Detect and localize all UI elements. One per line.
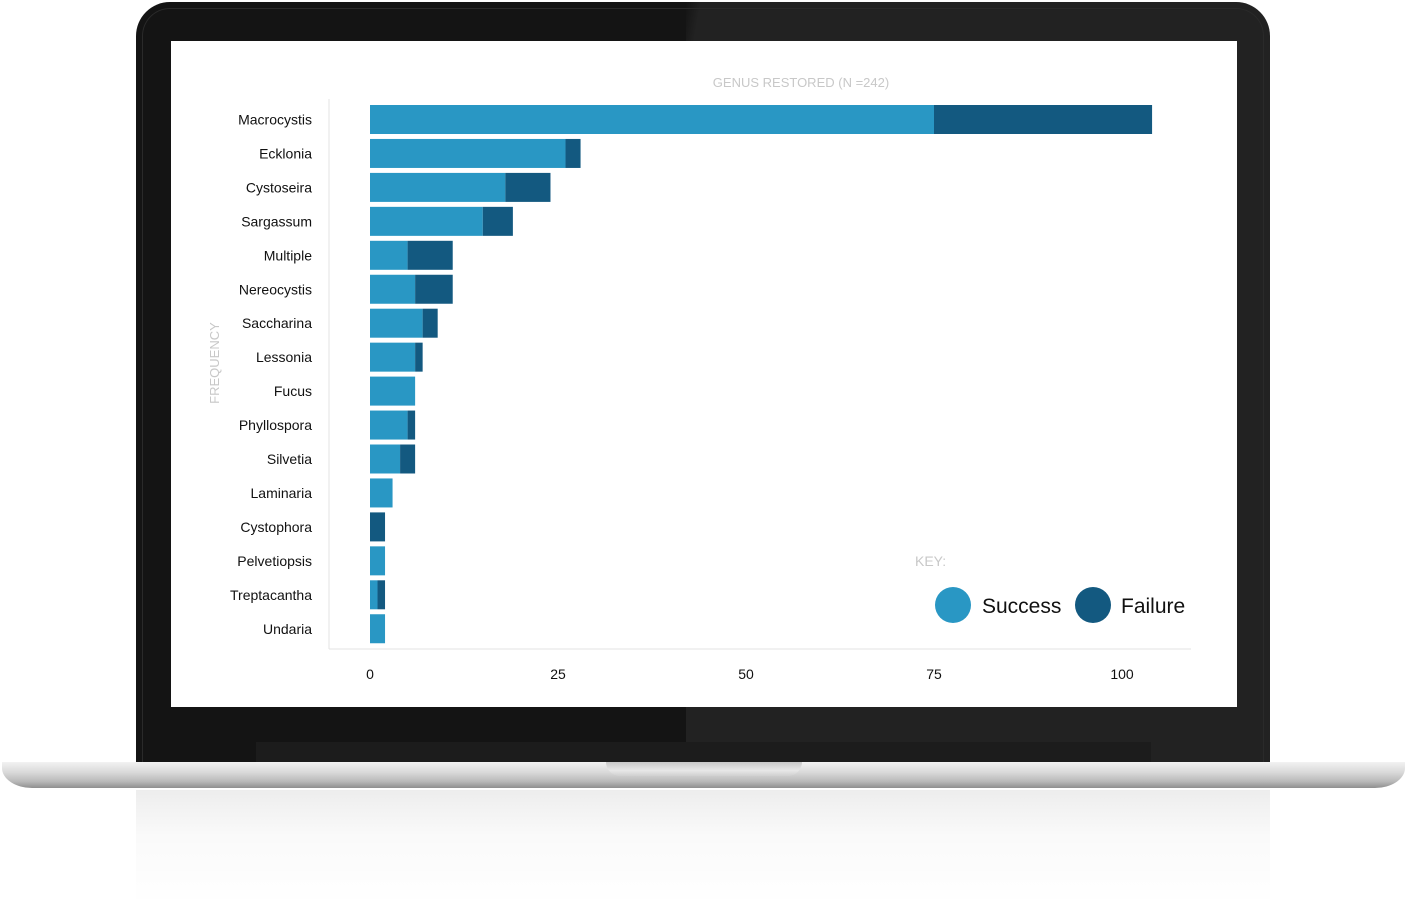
bar-multiple-success (370, 240, 408, 270)
bar-pelvetiopsis-success (370, 546, 386, 576)
bezel-inner-edge (142, 8, 1264, 762)
x-tick-label-25: 25 (550, 666, 566, 682)
bar-saccharina-success (370, 308, 423, 338)
category-label-silvetia: Silvetia (267, 451, 312, 467)
bar-ecklonia-success (370, 138, 566, 168)
x-tick-label-50: 50 (738, 666, 754, 682)
category-label-phyllospora: Phyllospora (239, 417, 312, 433)
bars (370, 105, 1153, 644)
bar-phyllospora-success (370, 410, 408, 440)
category-label-undaria: Undaria (263, 621, 312, 637)
category-label-saccharina: Saccharina (242, 315, 312, 331)
bar-sargassum-success (370, 206, 483, 236)
category-label-ecklonia: Ecklonia (259, 145, 312, 161)
bar-saccharina-failure (422, 308, 438, 338)
x-tick-label-0: 0 (366, 666, 374, 682)
x-tick-label-75: 75 (926, 666, 942, 682)
category-label-laminaria: Laminaria (251, 485, 313, 501)
bar-lessonia-failure (415, 342, 423, 372)
y-axis-label: FREQUENCY (207, 322, 222, 404)
laptop-base-notch (606, 762, 802, 776)
legend-swatch-failure (1075, 587, 1111, 623)
bar-undaria-success (370, 614, 386, 644)
category-label-macrocystis: Macrocystis (238, 112, 312, 128)
bar-macrocystis-success (370, 105, 934, 134)
x-tick-labels: 0 25 50 75 100 (366, 666, 1134, 682)
bar-nereocystis-failure (415, 274, 453, 304)
category-label-nereocystis: Nereocystis (239, 281, 312, 297)
laptop-hinge (256, 742, 1151, 762)
legend-title: KEY: (915, 553, 946, 569)
bar-laminaria-success (370, 478, 393, 508)
bar-cystoseira-success (370, 172, 506, 202)
legend-swatch-success (935, 587, 971, 623)
bar-silvetia-success (370, 444, 401, 474)
category-label-pelvetiopsis: Pelvetiopsis (237, 553, 312, 569)
bar-treptacantha-failure (377, 580, 386, 610)
bar-fucus-success (370, 376, 416, 406)
bar-macrocystis-failure (934, 105, 1153, 134)
laptop-reflection (136, 790, 1270, 906)
category-label-cystoseira: Cystoseira (246, 179, 312, 195)
bar-cystoseira-failure (505, 172, 551, 202)
category-label-multiple: Multiple (264, 247, 312, 263)
bar-nereocystis-success (370, 274, 416, 304)
chart-title: GENUS RESTORED (N =242) (713, 75, 889, 90)
legend: KEY: Success Failure (915, 553, 1185, 623)
bar-multiple-failure (407, 240, 453, 270)
laptop-screen: GENUS RESTORED (N =242) FREQUENCY Macroc… (171, 41, 1237, 707)
legend-label-failure: Failure (1121, 595, 1185, 618)
category-label-treptacantha: Treptacantha (230, 587, 312, 603)
category-label-cystophora: Cystophora (240, 519, 312, 535)
x-tick-label-100: 100 (1110, 666, 1134, 682)
bar-silvetia-failure (400, 444, 416, 474)
bar-treptacantha-success (370, 580, 378, 610)
bar-chart: GENUS RESTORED (N =242) FREQUENCY Macroc… (207, 75, 1191, 682)
category-label-sargassum: Sargassum (241, 213, 312, 229)
legend-label-success: Success (982, 595, 1061, 618)
bar-sargassum-failure (482, 206, 513, 236)
bar-ecklonia-failure (565, 138, 581, 168)
bar-cystophora-failure (370, 512, 386, 542)
category-label-lessonia: Lessonia (256, 349, 312, 365)
bar-phyllospora-failure (407, 410, 416, 440)
category-labels: Macrocystis Ecklonia Cystoseira Sargassum Mu… (230, 112, 312, 637)
category-label-fucus: Fucus (274, 383, 312, 399)
bar-lessonia-success (370, 342, 416, 372)
